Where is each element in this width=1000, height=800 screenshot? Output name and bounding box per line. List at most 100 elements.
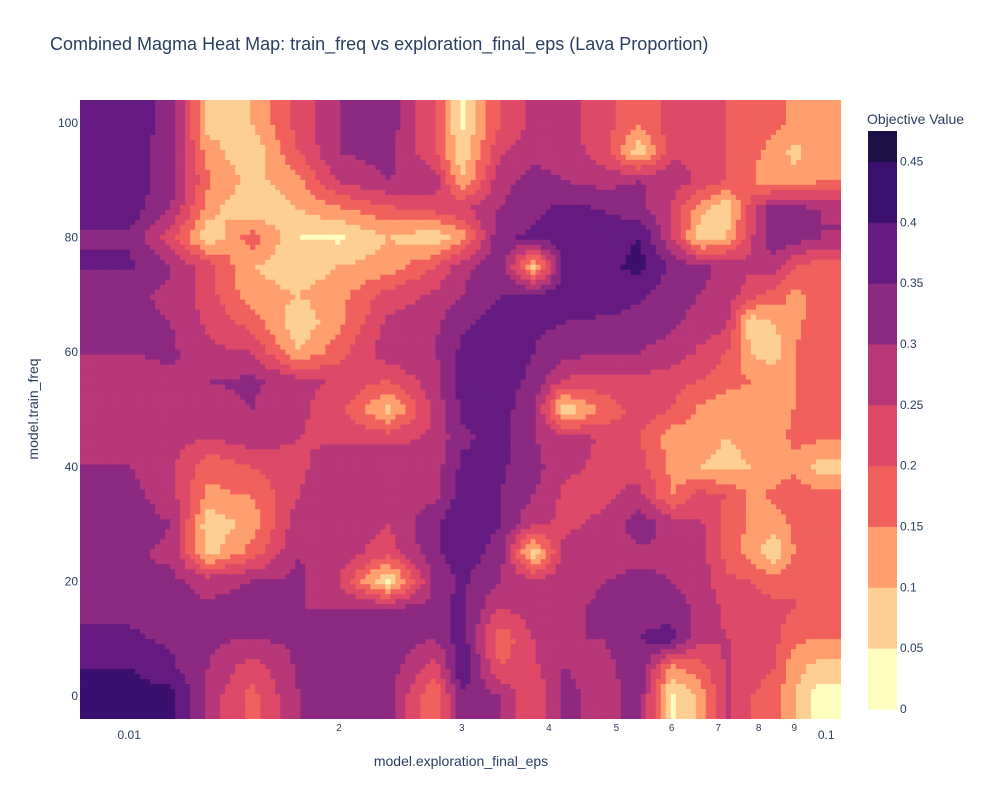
heatmap-cell bbox=[120, 204, 126, 211]
heatmap-cell bbox=[305, 164, 311, 171]
heatmap-cell bbox=[400, 109, 407, 116]
heatmap-cell bbox=[655, 194, 662, 201]
heatmap-cell bbox=[760, 100, 767, 106]
heatmap-cell bbox=[615, 219, 622, 226]
heatmap-cell bbox=[235, 179, 241, 186]
heatmap-cell bbox=[790, 209, 797, 216]
heatmap-cell bbox=[590, 109, 597, 116]
heatmap-cell bbox=[385, 184, 392, 191]
heatmap-cell bbox=[625, 239, 632, 246]
heatmap-cell bbox=[290, 129, 296, 136]
heatmap-cell bbox=[480, 214, 487, 221]
heatmap-cell bbox=[265, 194, 271, 201]
heatmap-cell bbox=[530, 144, 537, 151]
heatmap-cell bbox=[835, 124, 841, 131]
heatmap-cell bbox=[785, 234, 792, 241]
heatmap-cell bbox=[775, 174, 782, 181]
heatmap-cell bbox=[365, 129, 371, 136]
heatmap-cell bbox=[365, 259, 371, 266]
heatmap-cell bbox=[85, 129, 91, 136]
heatmap-cell bbox=[805, 219, 812, 226]
heatmap-cell bbox=[775, 159, 782, 166]
heatmap-cell bbox=[635, 154, 642, 161]
heatmap-cell bbox=[800, 194, 807, 201]
heatmap-cell bbox=[415, 259, 422, 266]
heatmap-cell bbox=[125, 254, 131, 261]
heatmap-cell bbox=[235, 139, 241, 146]
heatmap-cell bbox=[330, 234, 336, 241]
heatmap-cell bbox=[195, 249, 201, 256]
heatmap-cell bbox=[605, 124, 612, 131]
heatmap-cell bbox=[775, 254, 782, 261]
heatmap-cell bbox=[555, 144, 562, 151]
heatmap-cell bbox=[450, 119, 457, 126]
heatmap-cell bbox=[165, 199, 171, 206]
heatmap-cell bbox=[620, 100, 627, 106]
heatmap-cell bbox=[360, 194, 366, 201]
heatmap-cell bbox=[805, 109, 812, 116]
heatmap-cell bbox=[385, 144, 392, 151]
heatmap-cell bbox=[225, 100, 231, 106]
heatmap-cell bbox=[410, 119, 417, 126]
heatmap-cell bbox=[540, 194, 547, 201]
heatmap-cell bbox=[440, 199, 447, 206]
heatmap-cell bbox=[515, 109, 522, 116]
heatmap-cell bbox=[505, 234, 512, 241]
heatmap-cell bbox=[400, 194, 407, 201]
heatmap-cell bbox=[295, 229, 301, 236]
heatmap-cell bbox=[605, 100, 612, 106]
heatmap-cell bbox=[210, 199, 216, 206]
heatmap-cell bbox=[515, 189, 522, 196]
heatmap-cell bbox=[575, 154, 582, 161]
heatmap-cell bbox=[175, 194, 181, 201]
heatmap-cell bbox=[575, 124, 582, 131]
heatmap-cell bbox=[520, 259, 527, 266]
heatmap-cell bbox=[730, 114, 737, 121]
heatmap-cell bbox=[465, 154, 472, 161]
heatmap-cell bbox=[380, 169, 386, 176]
heatmap-cell bbox=[400, 184, 407, 191]
heatmap-cell bbox=[450, 199, 457, 206]
heatmap-cell bbox=[375, 164, 381, 171]
heatmap-cell bbox=[670, 214, 677, 221]
heatmap-cell bbox=[400, 204, 407, 211]
heatmap-cell bbox=[705, 119, 712, 126]
heatmap-cell bbox=[670, 204, 677, 211]
heatmap-cell bbox=[335, 144, 341, 151]
heatmap-cell bbox=[700, 184, 707, 191]
heatmap-cell bbox=[640, 254, 647, 261]
heatmap-cell bbox=[360, 144, 366, 151]
heatmap-cell bbox=[645, 214, 652, 221]
heatmap-cell bbox=[720, 129, 727, 136]
heatmap-cell bbox=[645, 169, 652, 176]
heatmap-cell bbox=[605, 259, 612, 266]
heatmap-cell bbox=[145, 189, 151, 196]
heatmap-cell bbox=[210, 239, 216, 246]
heatmap-cell bbox=[165, 229, 171, 236]
heatmap-cell bbox=[345, 109, 351, 116]
heatmap-cell bbox=[120, 154, 126, 161]
heatmap-cell bbox=[290, 234, 296, 241]
heatmap-cell bbox=[555, 154, 562, 161]
heatmap-cell bbox=[820, 124, 827, 131]
heatmap-cell bbox=[400, 254, 407, 261]
heatmap-cell bbox=[620, 214, 627, 221]
heatmap-cell bbox=[405, 204, 412, 211]
heatmap-cell bbox=[555, 259, 562, 266]
heatmap-cell bbox=[815, 194, 822, 201]
heatmap-cell bbox=[265, 134, 271, 141]
heatmap-cell bbox=[355, 129, 361, 136]
heatmap-cell bbox=[775, 179, 782, 186]
heatmap-cell bbox=[305, 154, 311, 161]
heatmap-cell bbox=[80, 194, 86, 201]
heatmap-cell bbox=[560, 184, 567, 191]
heatmap-cell bbox=[775, 114, 782, 121]
heatmap-cell bbox=[695, 109, 702, 116]
heatmap-cell bbox=[825, 219, 832, 226]
heatmap-cell bbox=[825, 129, 832, 136]
heatmap-cell bbox=[285, 229, 291, 236]
heatmap-cell bbox=[390, 209, 397, 216]
heatmap-cell bbox=[220, 154, 226, 161]
heatmap-cell bbox=[420, 234, 427, 241]
heatmap-cell bbox=[610, 184, 617, 191]
